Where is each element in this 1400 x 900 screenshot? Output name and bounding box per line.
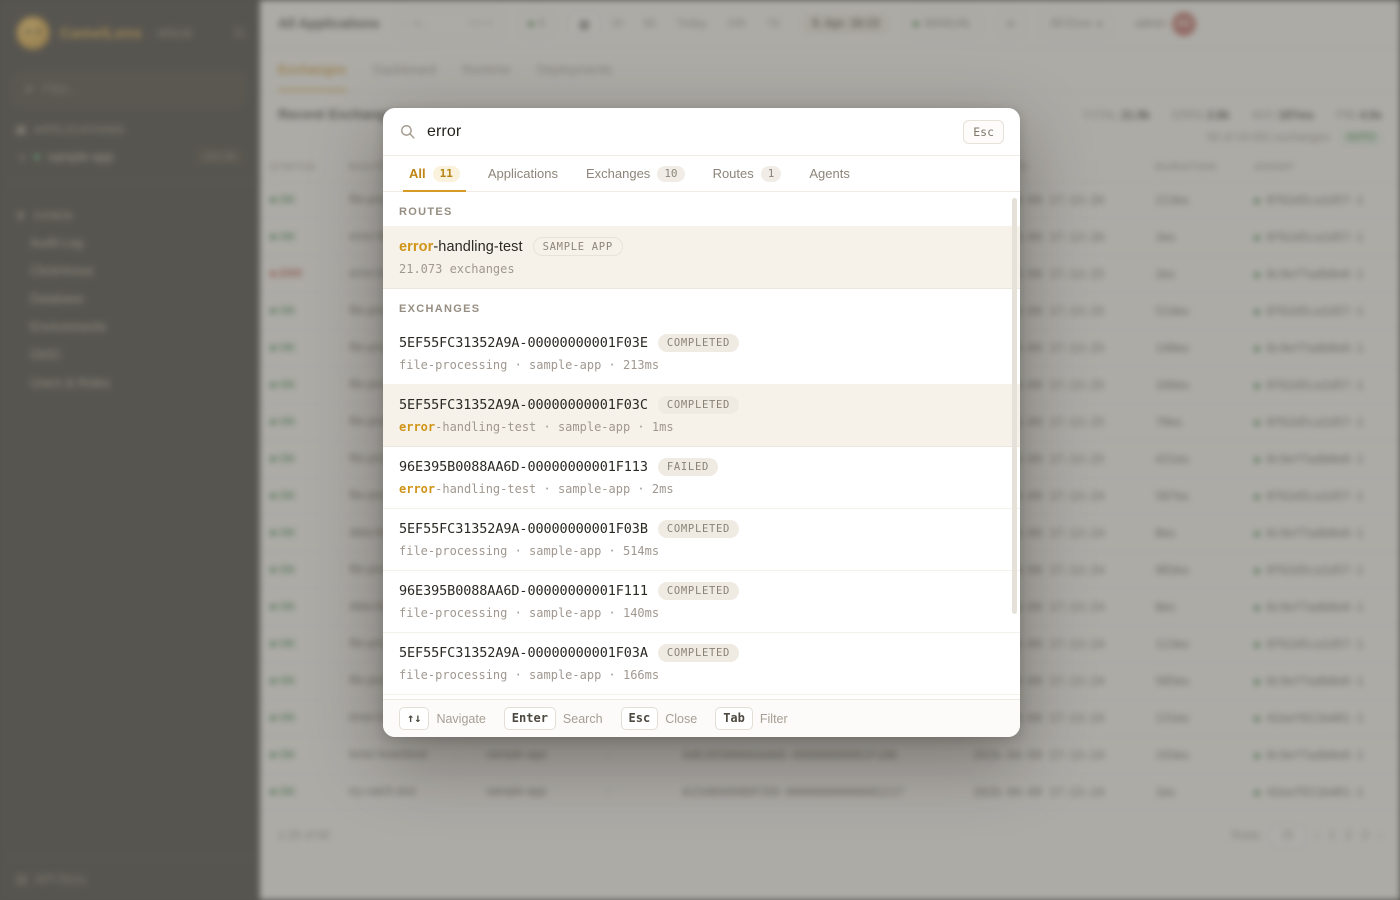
result-row-exchange[interactable]: 5EF55FC31352A9A-00000000001F03A COMPLETED… — [383, 633, 1020, 695]
result-row-exchange[interactable]: 96E395B0088AA6D-00000000001F111 COMPLETED… — [383, 571, 1020, 633]
result-title: error-handling-test — [399, 238, 523, 255]
close-esc-badge[interactable]: Esc — [963, 119, 1004, 144]
palette-keyboard-hints: ↑↓ Navigate Enter Search Esc Close Tab F… — [383, 699, 1020, 737]
match-highlight: error — [399, 420, 436, 434]
result-title: 96E395B0088AA6D-00000000001F113 — [399, 459, 648, 475]
status-badge: COMPLETED — [657, 582, 740, 600]
hint-key-navigate: ↑↓ — [399, 707, 430, 730]
palette-search-bar: error Esc — [383, 108, 1020, 156]
hint-label-close: Close — [665, 711, 698, 726]
status-badge: COMPLETED — [657, 644, 740, 662]
search-icon — [399, 123, 416, 140]
command-palette-dialog: error Esc All 11 Applications Exchanges … — [383, 108, 1020, 737]
result-subtitle: file-processing · sample-app · 514ms — [399, 544, 660, 558]
result-title: 5EF55FC31352A9A-00000000001F03B — [399, 521, 648, 537]
tab-label: All — [409, 166, 426, 181]
result-row-route[interactable]: error-handling-test SAMPLE APP 21.073 exch… — [383, 226, 1020, 289]
application-tag: SAMPLE APP — [532, 237, 623, 256]
results-scrollbar[interactable] — [1012, 198, 1017, 614]
tab-routes[interactable]: Routes 1 — [699, 156, 796, 192]
status-badge: FAILED — [657, 458, 718, 476]
tab-count: 1 — [760, 165, 782, 182]
match-highlight: error — [399, 482, 436, 496]
hint-label-filter: Filter — [759, 711, 788, 726]
results-group-header: ROUTES — [399, 206, 453, 218]
result-row-exchange[interactable]: 5EF55FC31352A9A-00000000001F03B COMPLETED… — [383, 509, 1020, 571]
result-title: 5EF55FC31352A9A-00000000001F03C — [399, 397, 648, 413]
result-row-exchange[interactable]: 96E395B0088AA6D-00000000001F113 FAILED err… — [383, 447, 1020, 509]
status-badge: COMPLETED — [657, 396, 740, 414]
result-subtitle: file-processing · sample-app · 213ms — [399, 358, 660, 372]
palette-results[interactable]: ROUTES error-handling-test SAMPLE APP 21.07… — [383, 192, 1020, 699]
result-row-exchange[interactable]: 5EF55FC31352A9A-00000000001F03E COMPLETED… — [383, 323, 1020, 385]
hint-label-search: Search — [562, 711, 603, 726]
result-row-exchange[interactable]: 5EF55FC31352A9A-00000000001F03C COMPLETED… — [383, 385, 1020, 447]
status-badge: COMPLETED — [657, 334, 740, 352]
hint-label-navigate: Navigate — [436, 711, 486, 726]
tab-all[interactable]: All 11 — [395, 156, 474, 192]
result-subtitle: error-handling-test · sample-app · 2ms — [399, 482, 674, 496]
result-title: 96E395B0088AA6D-00000000001F111 — [399, 583, 648, 599]
result-subtitle: file-processing · sample-app · 166ms — [399, 668, 660, 682]
result-title: 5EF55FC31352A9A-00000000001F03A — [399, 645, 648, 661]
palette-filter-tabs: All 11 Applications Exchanges 10 Routes … — [383, 156, 1020, 192]
tab-agents[interactable]: Agents — [795, 156, 863, 192]
result-title: 5EF55FC31352A9A-00000000001F03E — [399, 335, 648, 351]
result-subtitle: 21.073 exchanges — [399, 262, 515, 276]
tab-label: Routes — [712, 166, 754, 181]
hint-key-close: Esc — [620, 707, 659, 730]
status-badge: COMPLETED — [657, 520, 740, 538]
tab-count: 10 — [657, 165, 685, 182]
result-row-exchange[interactable]: 5EF55FC31352A9A-00000000001F039COMPLETED… — [383, 695, 1020, 699]
tab-label: Exchanges — [585, 166, 651, 181]
tab-label: Applications — [487, 166, 558, 181]
hint-key-search: Enter — [503, 707, 556, 730]
tab-applications[interactable]: Applications — [474, 156, 572, 192]
tab-count: 11 — [432, 165, 460, 182]
result-subtitle: file-processing · sample-app · 140ms — [399, 606, 660, 620]
results-group-header: EXCHANGES — [399, 303, 481, 315]
tab-label: Agents — [809, 166, 850, 181]
tab-exchanges[interactable]: Exchanges 10 — [572, 156, 699, 192]
match-highlight: error — [399, 238, 434, 255]
search-input[interactable]: error — [427, 122, 462, 140]
hint-key-filter: Tab — [715, 707, 753, 730]
result-subtitle: error-handling-test · sample-app · 1ms — [399, 420, 674, 434]
